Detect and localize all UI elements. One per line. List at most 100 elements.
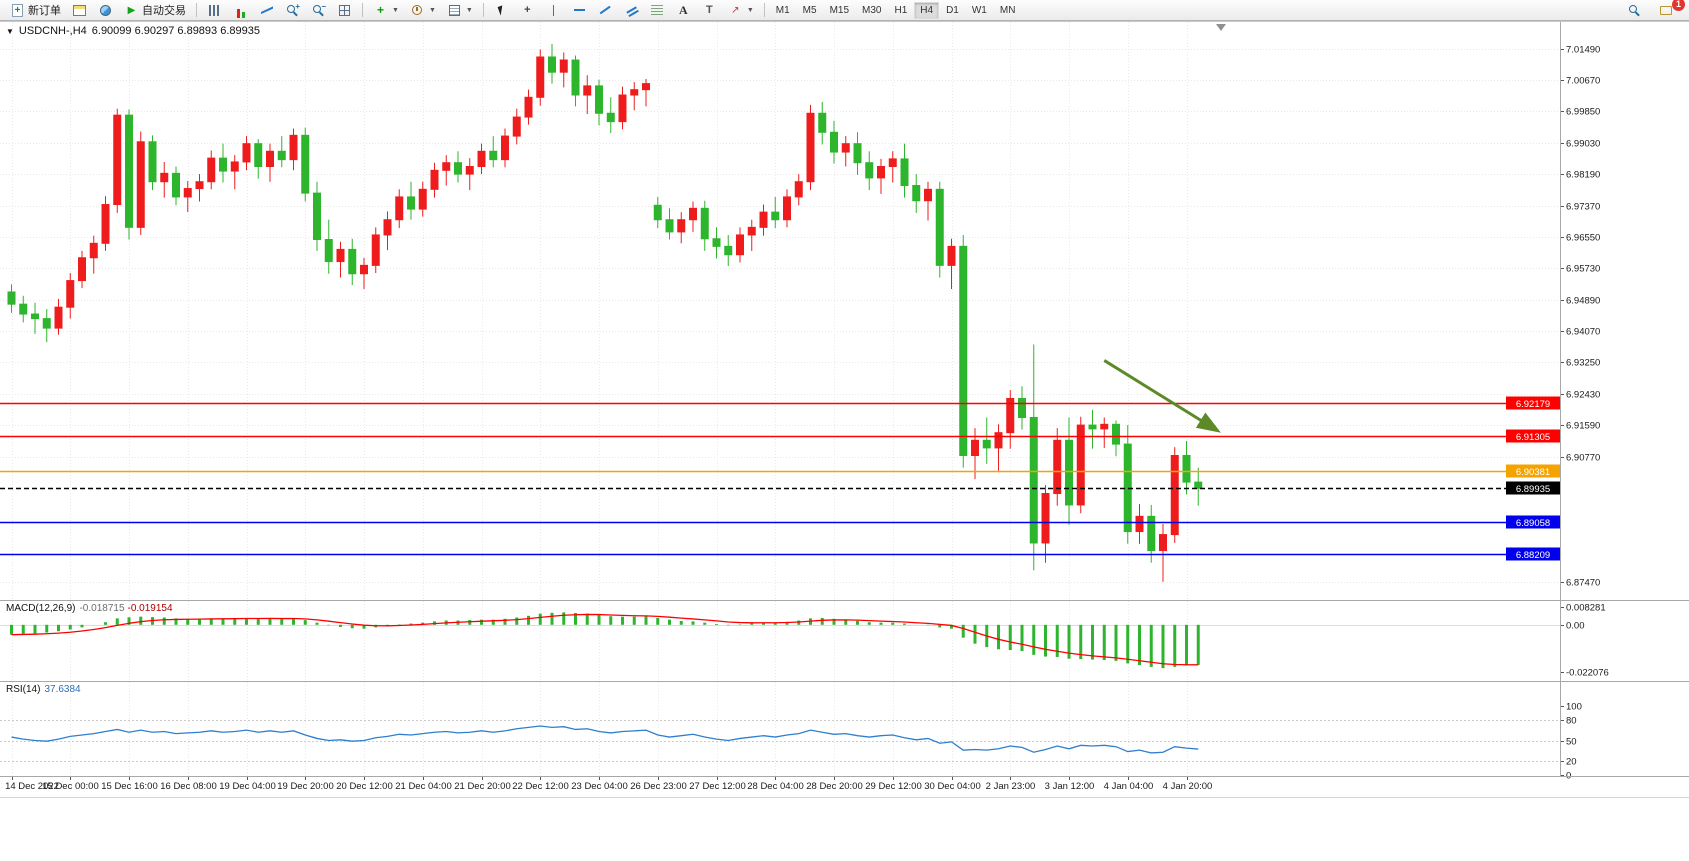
new-order-button[interactable]: + 新订单 [5, 1, 66, 19]
price-axis-label: 6.92430 [1566, 390, 1600, 401]
search-button[interactable] [1622, 1, 1647, 19]
rsi-axis-label: 100 [1566, 702, 1582, 713]
rsi-name: RSI(14) [6, 684, 41, 695]
candle-body [1182, 455, 1191, 483]
candlestick-chart-button[interactable] [228, 1, 253, 19]
bar-chart-button[interactable] [202, 1, 227, 19]
candle-body [924, 188, 932, 202]
candle-body [489, 150, 498, 161]
candle-body [371, 234, 380, 266]
macd-main-value: -0.018715 [79, 603, 125, 614]
rsi-axis-label: 20 [1566, 757, 1577, 768]
label-tool-button[interactable]: T [697, 1, 722, 19]
time-axis-label: 29 Dec 12:00 [865, 781, 922, 792]
candlestick-icon [233, 3, 248, 18]
channel-tool-button[interactable] [619, 1, 644, 19]
cursor-tool-button[interactable] [489, 1, 514, 19]
price-line-tag [1506, 547, 1560, 561]
price-line-tag-label: 6.89935 [1516, 484, 1550, 495]
macd-signal-line [11, 613, 1199, 666]
symbol-timeframe-label: USDCNH-,H4 [18, 25, 87, 37]
timeframe-d1[interactable]: D1 [946, 4, 959, 16]
open-chart-button[interactable] [67, 1, 92, 19]
zoom-in-button[interactable]: + [280, 1, 305, 19]
timeframe-h1[interactable]: H1 [894, 4, 908, 16]
one-click-trading-icon[interactable]: ▼ [6, 26, 14, 36]
price-line-tag-label: 6.89058 [1516, 518, 1550, 529]
rsi-axis-label: 50 [1566, 737, 1577, 748]
timeframe-m1[interactable]: M1 [775, 4, 790, 16]
time-axis-label: 23 Dec 04:00 [571, 781, 628, 792]
auto-trading-button[interactable]: ▶ 自动交易 [119, 1, 191, 19]
crosshair-tool-button[interactable]: + [515, 1, 540, 19]
candle-body [1065, 439, 1073, 506]
time-axis-label: 19 Dec 20:00 [277, 781, 334, 792]
price-axis-label: 7.01490 [1566, 45, 1600, 56]
price-line-tag [1506, 481, 1560, 495]
candle-body [477, 150, 486, 168]
text-tool-button[interactable]: A [671, 1, 696, 19]
line-chart-button[interactable] [254, 1, 279, 19]
chart-shift-marker[interactable] [1216, 24, 1226, 31]
price-axis-label: 6.93250 [1566, 358, 1600, 369]
profiles-button[interactable] [93, 1, 118, 19]
candle-body [888, 158, 897, 167]
macd-axis-label: 0.008281 [1566, 603, 1606, 614]
fibonacci-tool-button[interactable] [645, 1, 670, 19]
candle-body [653, 204, 662, 221]
chart-title: ▼ USDCNH-,H4 6.90099 6.90297 6.89893 6.8… [6, 25, 260, 37]
time-axis-label: 15 Dec 16:00 [101, 781, 158, 792]
text-icon: A [678, 2, 688, 17]
arrows-tool-button[interactable]: ↗ ▼ [723, 1, 759, 19]
price-axis-label: 6.94890 [1566, 296, 1600, 307]
candle-body [207, 157, 216, 183]
trend-arrow[interactable] [1103, 359, 1221, 433]
time-axis-label: 4 Jan 04:00 [1104, 781, 1154, 792]
candle-body [195, 181, 204, 190]
candle-body [712, 238, 721, 247]
timeframe-m5[interactable]: M5 [802, 4, 817, 16]
candle-body [947, 245, 956, 266]
notifications-button[interactable]: 1 [1653, 0, 1685, 19]
add-indicator-button[interactable]: + ▼ [368, 1, 404, 19]
candle-body [548, 56, 556, 73]
timeframe-w1[interactable]: W1 [971, 4, 987, 16]
time-axis-label: 19 Dec 04:00 [219, 781, 276, 792]
price-line-tag-label: 6.91305 [1516, 432, 1550, 443]
candle-body [266, 150, 274, 168]
add-indicator-icon: + [376, 3, 384, 17]
candle-body [125, 114, 133, 228]
candle-body [78, 257, 86, 282]
templates-button[interactable]: ▼ [442, 1, 478, 19]
time-axis-label: 15 Dec 00:00 [42, 781, 99, 792]
candle-body [101, 204, 110, 244]
macd-name: MACD(12,26,9) [6, 603, 76, 614]
tile-windows-button[interactable] [332, 1, 357, 19]
price-line-tag [1506, 515, 1560, 529]
timeframe-mn[interactable]: MN [999, 4, 1016, 16]
periods-button[interactable]: ▼ [405, 1, 441, 19]
price-line-tag-label: 6.92179 [1516, 399, 1550, 410]
time-axis-label: 30 Dec 04:00 [924, 781, 981, 792]
toolbar-separator [362, 3, 363, 17]
vertical-line-tool-button[interactable] [541, 1, 566, 19]
candle-body [148, 141, 157, 183]
timeframe-h4[interactable]: H4 [914, 1, 940, 19]
price-axis-label: 6.99850 [1566, 107, 1600, 118]
timeframe-m15[interactable]: M15 [829, 4, 850, 16]
price-line-tag [1506, 429, 1560, 443]
timeframe-m30[interactable]: M30 [862, 4, 882, 16]
chevron-down-icon: ▼ [465, 6, 473, 14]
main-toolbar: + 新订单 ▶ 自动交易 + − + ▼ ▼ ▼ + A T ↗ ▼ M1 M5 M15… [0, 0, 1689, 21]
trendline-tool-button[interactable] [593, 1, 618, 19]
timeframe-group: M1 M5 M15 M30 H1 H4 D1 W1 MN [770, 1, 1022, 19]
price-axis-label: 6.90770 [1566, 453, 1600, 464]
candle-body [230, 161, 239, 172]
price-axis-label: 6.87470 [1566, 578, 1600, 589]
auto-trading-icon: ▶ [127, 4, 136, 16]
candle-body [618, 94, 627, 123]
zoom-out-button[interactable]: − [306, 1, 331, 19]
horizontal-line-tool-button[interactable] [567, 1, 592, 19]
candle-body [806, 112, 815, 183]
